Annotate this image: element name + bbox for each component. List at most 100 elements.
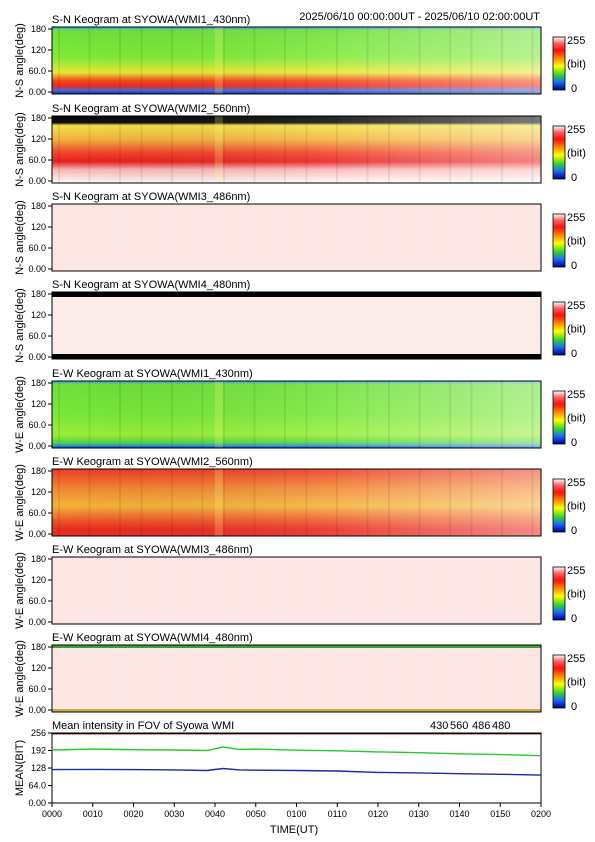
panel-frame [51, 556, 542, 625]
x-tick-label: 0140 [449, 809, 469, 819]
keogram-streak [171, 381, 173, 448]
keogram-streak [470, 557, 473, 624]
keogram-streak [501, 204, 503, 271]
keogram-image [52, 557, 541, 624]
keogram-streak [501, 27, 503, 94]
panel-title: S-N Keogram at SYOWA(WMI2_560nm) [52, 103, 250, 115]
keogram-streak [531, 292, 534, 359]
keogram-trend-shade [52, 27, 541, 94]
colorbar-max-label: 255 [567, 389, 585, 401]
colorbar-unit-label: (bit) [567, 413, 586, 425]
keogram-streak [58, 27, 60, 94]
keogram-streak [223, 557, 225, 624]
y-tick-label: 180 [31, 466, 46, 476]
y-axis-label: W-E angle(deg) [14, 464, 26, 541]
keogram-streak [470, 27, 473, 94]
y-tick-label: 60.0 [28, 596, 46, 606]
keogram-streak [336, 116, 338, 183]
x-tick-label: 0010 [83, 809, 103, 819]
colorbar-min-label: 0 [571, 437, 577, 449]
keogram-panel: S-N Keogram at SYOWA(WMI1_430nm) 180 120 60… [14, 14, 586, 98]
colorbar-max-label: 255 [567, 35, 585, 47]
colorbar-unit-label: (bit) [567, 677, 586, 689]
keogram-trend-shade [52, 469, 541, 536]
keogram-streak [223, 27, 225, 94]
y-tick-label: 60.0 [28, 331, 46, 341]
x-tick-label: 0200 [531, 809, 551, 819]
colorbar-min-label: 0 [571, 525, 577, 537]
colorbar-max-label: 255 [567, 477, 585, 489]
keogram-panel: E-W Keogram at SYOWA(WMI2_560nm) 180 120 60… [14, 456, 586, 541]
colorbar-max-label: 255 [567, 565, 585, 577]
keogram-streak [253, 292, 256, 359]
y-tick-label: 60.0 [28, 243, 46, 253]
keogram-streak [201, 27, 204, 94]
keogram-image [52, 645, 541, 712]
y-tick-label: 120 [31, 663, 46, 673]
keogram-streak [336, 27, 338, 94]
colorbar-unit-label: (bit) [567, 148, 586, 160]
keogram-streak [223, 469, 225, 536]
x-tick-label: 0030 [164, 809, 184, 819]
keogram-streak [388, 204, 390, 271]
y-axis-label: W-E angle(deg) [14, 376, 26, 453]
colorbar [552, 213, 566, 268]
y-tick-label: 0.00 [28, 87, 46, 97]
keogram-streak [201, 204, 204, 271]
keogram-streak [140, 204, 143, 271]
keogram-streak [501, 116, 503, 183]
y-tick-label: 0.00 [28, 352, 46, 362]
keogram-streak [253, 204, 256, 271]
keogram-streak [284, 381, 286, 448]
keogram-trend-shade [52, 381, 541, 448]
y-tick-label: 120 [31, 45, 46, 55]
keogram-streak [366, 204, 369, 271]
panel-frame [51, 291, 542, 360]
keogram-streak [336, 292, 338, 359]
y-tick-label: 180 [31, 289, 46, 299]
keogram-streak [201, 292, 204, 359]
keogram-streak [58, 204, 60, 271]
colorbar-max-label: 255 [567, 124, 585, 136]
keogram-panels: S-N Keogram at SYOWA(WMI1_430nm) 180 120 60… [14, 14, 586, 717]
colorbar-max-label: 255 [567, 212, 585, 224]
y-tick-label: 60.0 [28, 66, 46, 76]
keogram-streak [223, 645, 225, 712]
keogram-streak [449, 116, 451, 183]
keogram-streak [119, 381, 121, 448]
keogram-streak [501, 292, 503, 359]
keogram-streak [305, 292, 308, 359]
y-axis-label: W-E angle(deg) [14, 640, 26, 717]
y-tick-label: 60.0 [28, 420, 46, 430]
keogram-streak [171, 27, 173, 94]
keogram-streak [501, 381, 503, 448]
y-tick-label: 120 [31, 487, 46, 497]
keogram-auroral-band [214, 381, 223, 448]
panel-title: S-N Keogram at SYOWA(WMI1_430nm) [52, 14, 250, 26]
y-tick-label: 60.0 [28, 155, 46, 165]
keogram-streak [58, 292, 60, 359]
keogram-streak [388, 292, 390, 359]
keogram-streak [201, 469, 204, 536]
keogram-streak [284, 557, 286, 624]
y-tick-label: 120 [31, 222, 46, 232]
keogram-streak [284, 292, 286, 359]
keogram-streak [223, 204, 225, 271]
keogram-streak [531, 116, 534, 183]
keogram-streak [531, 645, 534, 712]
y-tick-label: 0.00 [28, 264, 46, 274]
keogram-streak [140, 27, 143, 94]
keogram-streak [449, 557, 451, 624]
panel-title: E-W Keogram at SYOWA(WMI1_430nm) [52, 368, 253, 380]
keogram-streak [88, 557, 91, 624]
y-tick-label: 180 [31, 201, 46, 211]
y-axis-label: N-S angle(deg) [14, 288, 26, 363]
keogram-panel: E-W Keogram at SYOWA(WMI3_486nm) 180 120 60… [14, 544, 586, 629]
keogram-streak [418, 645, 421, 712]
keogram-streak [366, 292, 369, 359]
legend-entry: 480 [492, 720, 510, 732]
y-tick-label: 256 [31, 728, 46, 738]
keogram-streak [58, 645, 60, 712]
y-axis-label: W-E angle(deg) [14, 552, 26, 629]
colorbar-min-label: 0 [571, 260, 577, 272]
